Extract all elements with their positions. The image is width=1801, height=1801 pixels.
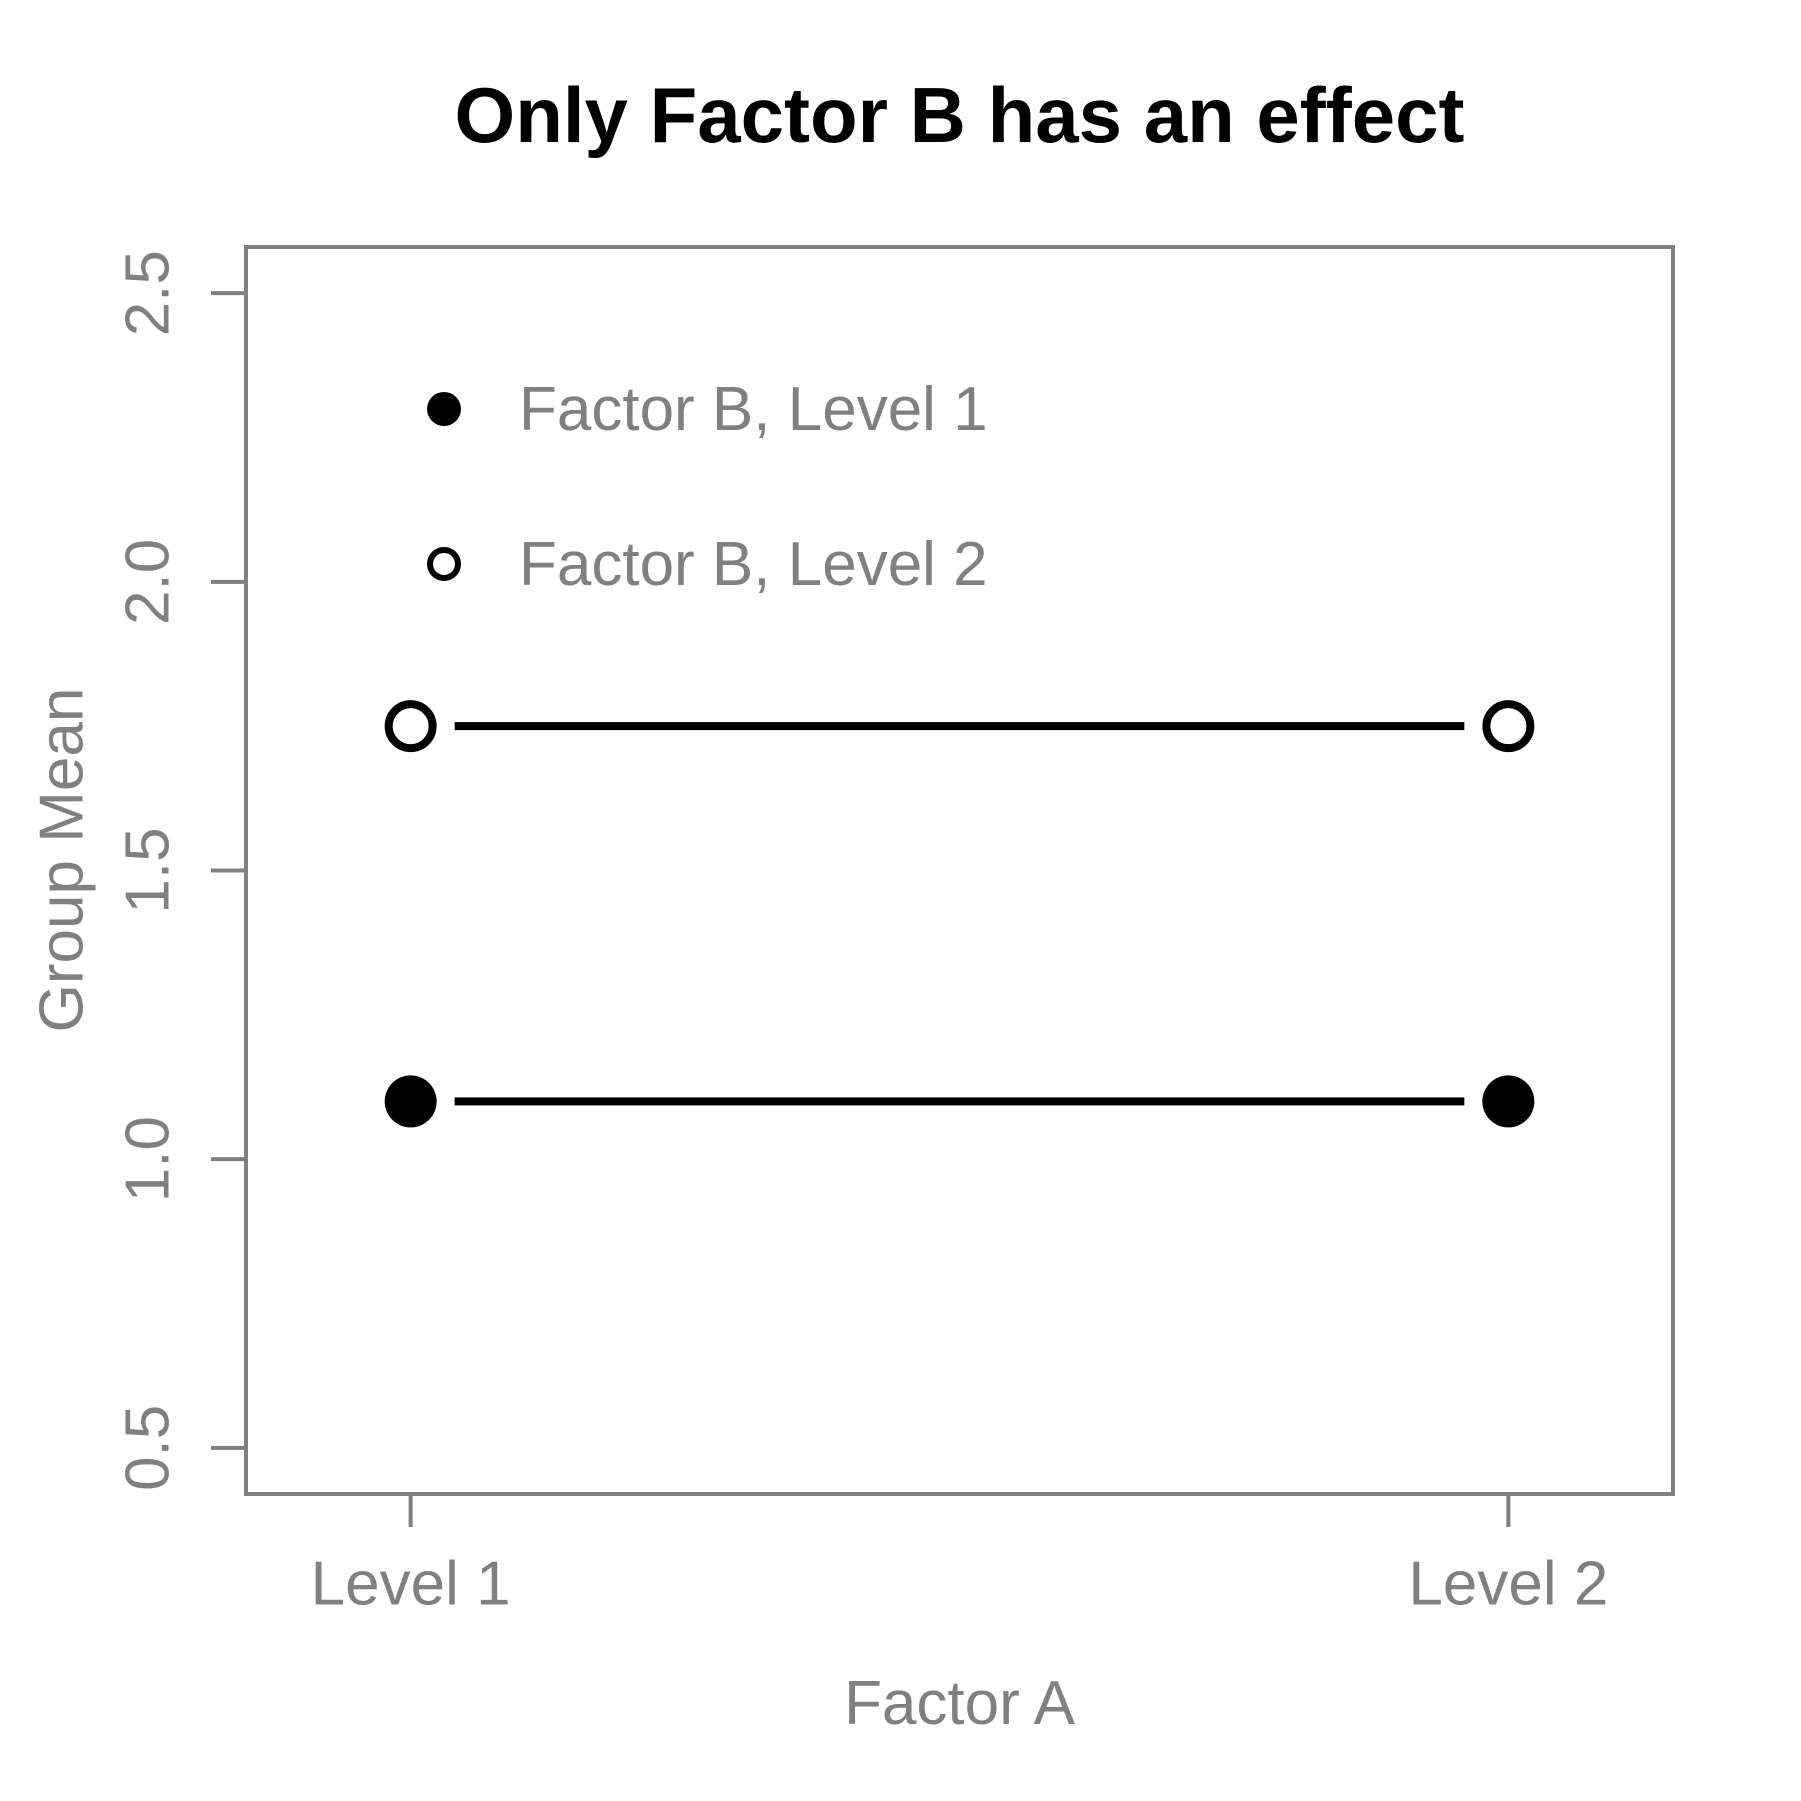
series-0-point-0	[384, 1075, 437, 1128]
plot-title: Only Factor B has an effect	[454, 71, 1465, 159]
y-tick-label: 2.5	[114, 250, 183, 336]
y-tick-label: 0.5	[114, 1405, 183, 1491]
filled-circle-icon	[427, 392, 461, 426]
x-axis-label: Factor A	[844, 1669, 1075, 1738]
x-tick-label: Level 2	[1408, 1550, 1608, 1619]
series-1-point-1	[1482, 700, 1535, 753]
legend-item-factor-b-level-1: Factor B, Level 1	[427, 369, 988, 449]
y-tick-label: 1.5	[114, 827, 183, 913]
series-1-point-0	[384, 700, 437, 753]
y-tick-label: 1.0	[114, 1116, 183, 1202]
open-circle-icon	[427, 547, 461, 581]
legend-label: Factor B, Level 1	[519, 374, 988, 444]
legend-item-factor-b-level-2: Factor B, Level 2	[427, 524, 988, 604]
y-tick-label: 2.0	[114, 539, 183, 625]
series-0-point-1	[1482, 1075, 1535, 1128]
legend-label: Factor B, Level 2	[519, 529, 988, 599]
x-tick-label: Level 1	[311, 1550, 511, 1619]
